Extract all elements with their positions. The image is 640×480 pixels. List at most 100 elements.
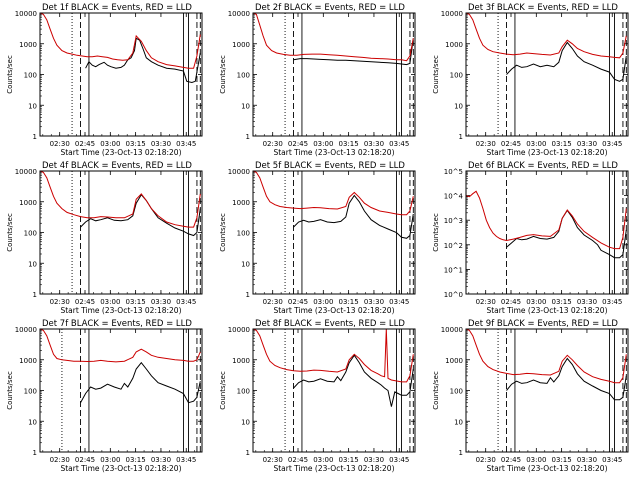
x-tick-label: 03:15: [339, 456, 359, 464]
y-tick-label: 1000: [232, 199, 250, 207]
y-axis-label: Counts/sec: [432, 213, 440, 252]
x-tick-label: 03:30: [151, 140, 171, 148]
detector-panel: Det 8f BLACK = Events, RED = LLD 1 10 100 10…: [219, 319, 416, 473]
x-tick-label: 03:30: [151, 298, 171, 306]
plot-frame: [39, 170, 203, 295]
x-tick-label: 02:45: [75, 298, 95, 306]
plot-frame: [465, 328, 629, 453]
detector-panel: Det 3f BLACK = Events, RED = LLD 1 10 100 10…: [432, 3, 629, 157]
series-lld-line: [40, 13, 201, 69]
x-tick-label: 03:45: [389, 298, 409, 306]
series-events-line: [293, 38, 414, 66]
x-tick-label: 03:45: [176, 298, 196, 306]
y-tick-label: 1000: [232, 41, 250, 49]
x-tick-label: 02:45: [501, 140, 521, 148]
y-axis-label: Counts/sec: [432, 371, 440, 410]
x-tick-label: 03:45: [602, 298, 622, 306]
x-tick-label: 02:45: [288, 298, 308, 306]
x-tick-label: 02:45: [288, 140, 308, 148]
chart-title: Det 2f BLACK = Events, RED = LLD: [255, 3, 405, 13]
x-tick-label: 03:45: [602, 456, 622, 464]
x-tick-label: 02:30: [50, 456, 70, 464]
series-lld-line: [253, 13, 414, 62]
x-tick-label: 02:30: [476, 140, 496, 148]
y-axis-label: Counts/sec: [219, 55, 227, 94]
detector-panel: Det 4f BLACK = Events, RED = LLD 1 10 100 10…: [6, 161, 203, 315]
chart-title: Det 8f BLACK = Events, RED = LLD: [255, 319, 405, 329]
series-events-line: [506, 357, 627, 401]
y-tick-label: 10^2: [444, 242, 463, 250]
x-tick-label: 03:15: [126, 140, 146, 148]
y-axis-label: Counts/sec: [219, 213, 227, 252]
y-tick-label: 1: [459, 449, 463, 457]
y-axis-label: Counts/sec: [432, 55, 440, 94]
x-axis-label: Start Time (23-Oct-13 02:18:20): [486, 306, 607, 315]
x-tick-label: 02:30: [50, 298, 70, 306]
y-tick-label: 10^4: [444, 193, 464, 201]
series-lld-line: [466, 13, 627, 59]
y-tick-label: 10000: [15, 10, 37, 18]
chart-title: Det 5f BLACK = Events, RED = LLD: [255, 161, 405, 171]
y-tick-label: 1: [246, 291, 250, 299]
x-axis-label: Start Time (23-Oct-13 02:18:20): [60, 148, 181, 157]
x-tick-label: 03:00: [100, 140, 120, 148]
y-tick-label: 100: [24, 72, 37, 80]
y-tick-label: 100: [24, 230, 37, 238]
plot-frame: [39, 328, 203, 453]
plot-frame: [465, 170, 629, 295]
x-tick-label: 02:45: [75, 456, 95, 464]
y-tick-label: 1: [246, 449, 250, 457]
x-tick-label: 03:15: [339, 140, 359, 148]
x-axis-label: Start Time (23-Oct-13 02:18:20): [60, 306, 181, 315]
y-tick-label: 10: [241, 418, 250, 426]
x-tick-label: 03:00: [100, 298, 120, 306]
x-tick-label: 02:30: [263, 298, 283, 306]
chart-title: Det 9f BLACK = Events, RED = LLD: [468, 319, 618, 329]
detector-panel: Det 9f BLACK = Events, RED = LLD 1 10 100 10…: [432, 319, 629, 473]
y-tick-label: 1000: [445, 357, 463, 365]
y-tick-label: 10: [241, 260, 250, 268]
y-tick-label: 10000: [228, 10, 250, 18]
y-axis-label: Counts/sec: [6, 371, 14, 410]
x-tick-label: 03:15: [552, 298, 572, 306]
y-tick-label: 1: [246, 133, 250, 141]
x-tick-label: 02:30: [263, 140, 283, 148]
y-tick-label: 100: [450, 72, 463, 80]
chart-title: Det 3f BLACK = Events, RED = LLD: [468, 3, 618, 13]
series-lld-line: [253, 171, 414, 216]
y-tick-label: 10000: [441, 10, 463, 18]
y-tick-label: 10^3: [444, 217, 463, 225]
y-tick-label: 10000: [15, 168, 37, 176]
y-tick-label: 10000: [228, 168, 250, 176]
y-tick-label: 10: [28, 102, 37, 110]
y-tick-label: 10: [28, 418, 37, 426]
series-lld-line: [466, 329, 627, 384]
series-lld-line: [466, 190, 627, 250]
y-tick-label: 10^0: [444, 291, 463, 299]
detector-panel: Det 7f BLACK = Events, RED = LLD 1 10 100 10…: [6, 319, 203, 473]
x-tick-label: 03:15: [126, 456, 146, 464]
x-tick-label: 02:45: [501, 456, 521, 464]
series-lld-line: [40, 171, 201, 228]
x-tick-label: 03:15: [552, 456, 572, 464]
y-tick-label: 100: [24, 388, 37, 396]
x-tick-label: 02:30: [50, 140, 70, 148]
y-tick-label: 1000: [19, 357, 37, 365]
y-tick-label: 1000: [232, 357, 250, 365]
series-lld-line: [253, 329, 414, 383]
x-tick-label: 03:00: [100, 456, 120, 464]
series-events-line: [293, 194, 414, 239]
y-tick-label: 10: [28, 260, 37, 268]
x-tick-label: 03:15: [552, 140, 572, 148]
y-tick-label: 1: [33, 291, 37, 299]
x-tick-label: 03:15: [126, 298, 146, 306]
y-tick-label: 1000: [445, 41, 463, 49]
y-tick-label: 10000: [228, 326, 250, 334]
plot-frame: [39, 12, 203, 137]
x-tick-label: 03:00: [526, 298, 546, 306]
y-tick-label: 1000: [19, 199, 37, 207]
plot-frame: [252, 12, 416, 137]
y-tick-label: 10: [241, 102, 250, 110]
chart-title: Det 4f BLACK = Events, RED = LLD: [42, 161, 192, 171]
